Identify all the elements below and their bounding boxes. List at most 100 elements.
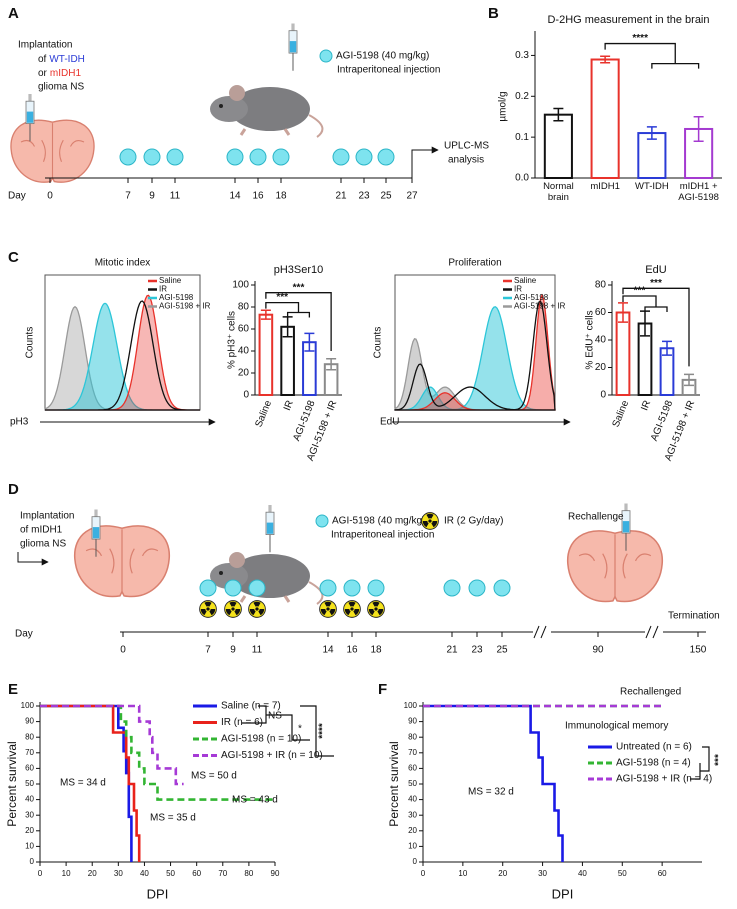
injection-dot	[355, 148, 373, 166]
x-tick-label: 60	[658, 869, 667, 878]
x-tick-label: 50	[166, 869, 175, 878]
brain-illustration	[10, 119, 95, 183]
x-tick-label: mIDH1 + AGI-5198	[678, 181, 719, 203]
drug-label: AGI-5198 (40 mg/kg)	[336, 51, 429, 62]
legend-label: AGI-5198 + IR (n = 10)	[221, 750, 323, 761]
rechallenge-label: Rechallenge	[568, 512, 624, 523]
x-axis-label: DPI	[147, 886, 169, 901]
y-tick-label: 100	[404, 701, 418, 710]
y-axis-label: Percent survival	[387, 741, 401, 826]
day-tick-label: 0	[47, 191, 53, 202]
y-tick-label: 80	[408, 732, 417, 741]
x-tick-label: 80	[244, 869, 253, 878]
significance-bracket	[265, 292, 332, 351]
legend-label: AGI-5198 (n = 4)	[616, 758, 691, 769]
cells-label: glioma NS	[38, 82, 84, 93]
termination-label: Termination	[668, 611, 720, 622]
drug-legend-dot	[319, 49, 333, 63]
implantation-line: of mIDH1	[20, 525, 63, 536]
annotation: NS	[268, 711, 282, 722]
y-axis-label: µmol/g	[498, 91, 509, 121]
injection-dot	[319, 579, 337, 597]
y-tick-label: 80	[25, 732, 34, 741]
significance-label: ****	[632, 33, 648, 44]
flow-legend-label: AGI-5198 + IR	[159, 302, 211, 311]
annotation: Rechallenged	[620, 687, 681, 698]
day-tick-label: 23	[471, 645, 483, 656]
x-tick-label-box: Normal brain	[543, 181, 574, 203]
brain-illustration	[566, 530, 664, 603]
y-tick-label: 20	[408, 826, 417, 835]
significance-bracket	[604, 42, 700, 69]
y-tick-label: 40	[595, 335, 607, 346]
implantation-line: of WT-IDH	[38, 54, 85, 65]
implantation-line: or mIDH1	[38, 68, 81, 79]
route-label: Intraperitoneal injection	[337, 65, 440, 76]
annotation: ***	[714, 754, 725, 766]
day-tick-label: 25	[380, 191, 392, 202]
day-tick-label: 21	[335, 191, 347, 202]
ir-dose-icon	[224, 600, 242, 618]
bar	[590, 58, 620, 180]
day-tick-label: 90	[592, 645, 604, 656]
syringe-illustration	[288, 22, 298, 72]
route-label: Intraperitoneal injection	[331, 530, 434, 541]
bar	[615, 311, 631, 396]
significance-bracket	[265, 301, 311, 318]
significance-label: ***	[276, 292, 288, 303]
flow-y-label: Counts	[25, 327, 36, 359]
injection-dot	[248, 579, 266, 597]
drug-legend-dot	[315, 514, 329, 528]
x-tick-label: IR	[639, 399, 653, 412]
annotation: MS = 34 d	[60, 778, 106, 789]
survival-curve	[40, 704, 184, 786]
wt-idh-label: WT-IDH	[49, 54, 85, 65]
midh1-label: mIDH1	[50, 68, 82, 79]
y-tick-label: 90	[408, 717, 417, 726]
error-bar	[326, 357, 337, 371]
y-tick-label: 60	[25, 764, 34, 773]
x-tick-label: 50	[618, 869, 627, 878]
panel-letter: E	[8, 681, 18, 698]
annotation: Immunological memory	[565, 721, 668, 732]
bar	[543, 113, 573, 179]
y-tick-label: 80	[238, 302, 250, 313]
y-tick-label: 0	[30, 857, 35, 866]
injection-dot	[249, 148, 267, 166]
y-tick-label: 60	[595, 307, 607, 318]
readout-label: analysis	[448, 155, 484, 166]
y-tick-label: 30	[408, 810, 417, 819]
implantation-label: Implantation	[18, 40, 72, 51]
survival-curve	[423, 704, 564, 862]
day-tick-label: 7	[205, 645, 211, 656]
day-label: Day	[15, 629, 33, 640]
annotation: MS = 50 d	[191, 771, 237, 782]
flow-legend-label: IR	[514, 285, 522, 294]
y-axis-label: % pH3⁺ cells	[227, 311, 238, 369]
x-tick-label: 90	[271, 869, 280, 878]
panel-letter: C	[8, 249, 19, 266]
timeline-break	[533, 625, 659, 639]
y-tick-label: 100	[21, 701, 35, 710]
day-label: Day	[8, 191, 26, 202]
day-tick-label: 27	[406, 191, 418, 202]
injection-dot	[224, 579, 242, 597]
y-tick-label: 40	[25, 795, 34, 804]
y-tick-label: 60	[238, 324, 250, 335]
injection-dot	[143, 148, 161, 166]
flow-x-label: EdU	[380, 417, 399, 428]
y-tick-label: 0	[600, 390, 606, 401]
legend-label: Saline (n = 7)	[221, 701, 281, 712]
cells-label: glioma NS	[20, 539, 66, 550]
day-tick-label: 11	[252, 645, 263, 656]
x-tick-label: 40	[140, 869, 149, 878]
day-tick-label: 18	[275, 191, 287, 202]
y-tick-label: 70	[408, 748, 417, 757]
y-tick-label: 40	[238, 346, 250, 357]
x-tick-label: 70	[218, 869, 227, 878]
day-tick-label: 21	[446, 645, 458, 656]
injection-dot	[119, 148, 137, 166]
day-tick-label: 0	[120, 645, 126, 656]
